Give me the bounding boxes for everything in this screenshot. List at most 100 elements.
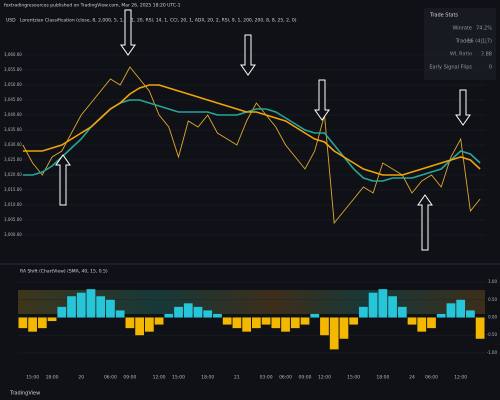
y-tick-label: 3,040.00	[4, 112, 22, 117]
y-tick-label: -1.00	[487, 350, 498, 355]
histogram-bar	[57, 306, 67, 318]
signal-arrow	[240, 34, 256, 76]
signal-arrow	[55, 154, 71, 206]
signal-arrow	[417, 194, 433, 251]
x-tick-label: 20	[78, 375, 84, 381]
x-tick-label: 18:00	[201, 375, 214, 381]
y-tick-label: 3,025.00	[4, 157, 22, 162]
histogram-bar	[106, 299, 115, 318]
histogram-bar	[290, 317, 300, 329]
signal-arrow	[314, 79, 330, 121]
series-line	[22, 84, 481, 176]
stats-title: Trade Stats	[429, 13, 458, 19]
y-tick-label: 3,005.00	[4, 217, 22, 222]
histogram-bar	[96, 296, 106, 318]
histogram-bar	[407, 317, 417, 325]
x-tick-label: 15:00	[347, 375, 360, 381]
y-tick-label: 3,010.00	[4, 202, 22, 207]
histogram-bar	[427, 317, 436, 329]
x-tick-label: 12:00	[454, 375, 467, 381]
histogram-bar	[144, 317, 154, 332]
x-tick-label: 09:00	[123, 375, 136, 381]
histogram-bar	[67, 296, 76, 318]
y-tick-label: 0.00	[488, 315, 497, 320]
x-tick-label: 06:00	[279, 375, 292, 381]
stat-value: 16 (4|1|7)	[467, 39, 492, 45]
stat-label: Trades	[455, 39, 473, 45]
histogram-bar	[359, 306, 368, 318]
histogram-bar	[242, 317, 252, 332]
y-tick-label: 3,030.00	[4, 142, 22, 147]
histogram-bar	[378, 289, 388, 318]
y-tick-label: 1.00	[488, 279, 497, 284]
histogram-bar	[183, 303, 193, 318]
histogram-bar	[213, 313, 222, 318]
x-tick-label: 12:00	[153, 375, 166, 381]
oscillator-band	[18, 290, 485, 314]
stat-value: 0	[489, 65, 492, 71]
x-tick-label: 24	[409, 375, 415, 381]
publisher: foxtradingresources published on Trading…	[4, 3, 181, 9]
histogram-bar	[436, 313, 446, 318]
x-tick-label: 12:00	[318, 375, 331, 381]
histogram-bar	[320, 317, 329, 336]
stat-value: 2.88	[481, 52, 492, 58]
stats-box	[424, 8, 496, 80]
histogram-bar	[47, 317, 57, 322]
stat-label: Winrate	[452, 26, 472, 32]
histogram-bar	[339, 317, 349, 339]
histogram-bar	[135, 317, 144, 336]
y-tick-label: 3,015.00	[4, 187, 22, 192]
histogram-bar	[388, 296, 397, 318]
x-tick-label: 15:00	[26, 375, 39, 381]
histogram-bar	[222, 317, 232, 325]
y-tick-label: 3,035.00	[4, 127, 22, 132]
histogram-bar	[310, 313, 320, 318]
histogram-bar	[446, 303, 456, 318]
signal-arrow	[120, 9, 136, 56]
histogram-bar	[300, 317, 310, 325]
signal-arrow	[455, 89, 471, 126]
y-tick-label: 3,055.00	[4, 67, 22, 72]
x-tick-label: 18:00	[376, 375, 389, 381]
histogram-bar	[37, 317, 47, 329]
x-tick-label: 21	[234, 375, 240, 381]
x-tick-label: 06:00	[425, 375, 438, 381]
x-tick-label: 09:00	[299, 375, 312, 381]
histogram-bar	[28, 317, 37, 332]
y-tick-label: 3,060.00	[4, 52, 22, 57]
y-tick-label: 3,020.00	[4, 172, 22, 177]
histogram-bar	[271, 317, 281, 329]
stat-value: 74.2%	[476, 26, 492, 32]
histogram-bar	[86, 289, 96, 318]
histogram-bar	[368, 292, 378, 318]
y-tick-label: 0.50	[488, 297, 497, 302]
x-tick-label: 18:00	[46, 375, 59, 381]
x-tick-label: 15:00	[172, 375, 185, 381]
y-tick-label: 3,050.00	[4, 82, 22, 87]
histogram-bar	[281, 317, 290, 332]
histogram-bar	[232, 317, 242, 329]
histogram-bar	[397, 306, 407, 318]
currency: USD	[6, 18, 16, 24]
histogram-bar	[76, 292, 86, 318]
stat-label: WL Ratio	[450, 52, 472, 58]
histogram-bar	[174, 306, 183, 318]
histogram-bar	[164, 313, 174, 318]
x-tick-label: 06:00	[104, 375, 117, 381]
histogram-bar	[456, 299, 466, 318]
histogram-bar	[115, 310, 125, 318]
oscillator-title: RA Shift (ChartView) (SMA, 40, 15, 0.5)	[20, 269, 108, 275]
histogram-bar	[193, 306, 203, 318]
histogram-bar	[18, 317, 28, 329]
histogram-bar	[261, 317, 271, 325]
x-tick-label: 03:00	[260, 375, 273, 381]
histogram-bar	[329, 317, 339, 350]
histogram-bar	[349, 317, 359, 325]
stat-label: Early Signal Flips	[429, 65, 472, 71]
histogram-bar	[125, 317, 135, 329]
histogram-bar	[203, 310, 213, 318]
histogram-bar	[466, 310, 475, 318]
